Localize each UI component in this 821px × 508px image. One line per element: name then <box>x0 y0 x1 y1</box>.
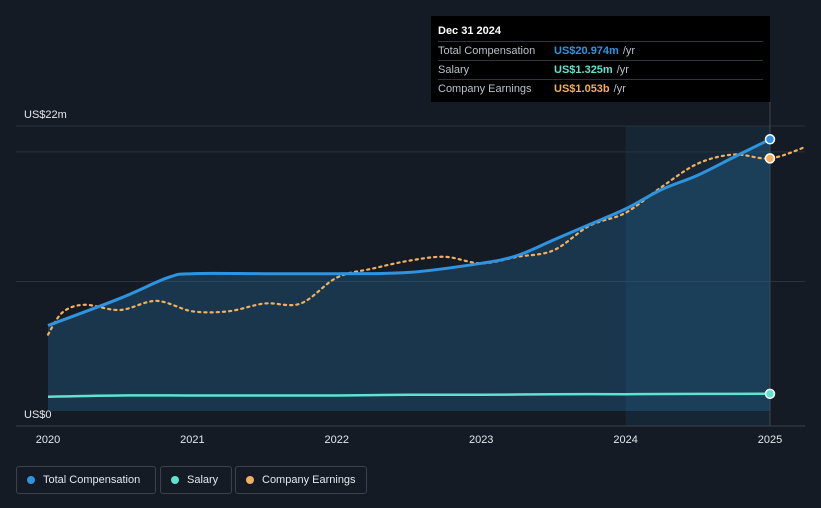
tooltip-label: Company Earnings <box>438 83 532 95</box>
tooltip-row-salary: Salary US$1.325m /yr <box>438 60 763 79</box>
x-tick-label: 2023 <box>469 434 493 446</box>
tooltip-label: Salary <box>438 64 470 76</box>
tooltip-value: US$20.974m <box>554 45 619 57</box>
legend-dot-icon <box>246 476 254 484</box>
tooltip: Dec 31 2024 Total Compensation US$20.974… <box>431 16 770 102</box>
legend-item-salary[interactable]: Salary <box>160 466 232 494</box>
tooltip-label: Total Compensation <box>438 45 536 57</box>
legend-label: Salary <box>187 474 219 486</box>
x-tick-label: 2025 <box>758 434 782 446</box>
legend-item-company-earnings[interactable]: Company Earnings <box>235 466 367 494</box>
tooltip-unit: /yr <box>616 64 629 76</box>
tooltip-unit: /yr <box>622 45 636 57</box>
company-earnings-end-point[interactable] <box>764 153 776 164</box>
total-compensation-line <box>47 137 771 327</box>
x-tick-label: 2020 <box>36 434 60 446</box>
x-axis-ticks: 2020 2021 2022 2023 2024 2025 <box>36 434 782 446</box>
total-compensation-end-point[interactable] <box>764 134 776 145</box>
total-compensation-area <box>48 139 770 412</box>
tooltip-row-company-earnings: Company Earnings US$1.053b /yr <box>438 79 763 98</box>
y-axis-label-zero: US$0 <box>24 409 52 421</box>
legend-label: Company Earnings <box>262 474 356 486</box>
tooltip-row-total-compensation: Total Compensation US$20.974m /yr <box>438 41 763 60</box>
legend-label: Total Compensation <box>43 474 141 486</box>
company-earnings-line <box>46 145 808 336</box>
x-tick-label: 2022 <box>325 434 349 446</box>
x-tick-label: 2021 <box>180 434 204 446</box>
tooltip-value: US$1.053b <box>554 83 610 95</box>
x-tick-label: 2024 <box>613 434 637 446</box>
legend-dot-icon <box>27 476 35 484</box>
grid-lines <box>16 125 805 427</box>
salary-line <box>47 392 771 399</box>
legend-item-total-compensation[interactable]: Total Compensation <box>16 466 156 494</box>
salary-end-point[interactable] <box>764 388 776 400</box>
legend-dot-icon <box>171 476 179 484</box>
y-axis-label-max: US$22m <box>24 109 67 121</box>
tooltip-unit: /yr <box>613 83 626 95</box>
tooltip-value: US$1.325m <box>554 64 613 76</box>
tooltip-date: Dec 31 2024 <box>438 25 501 37</box>
